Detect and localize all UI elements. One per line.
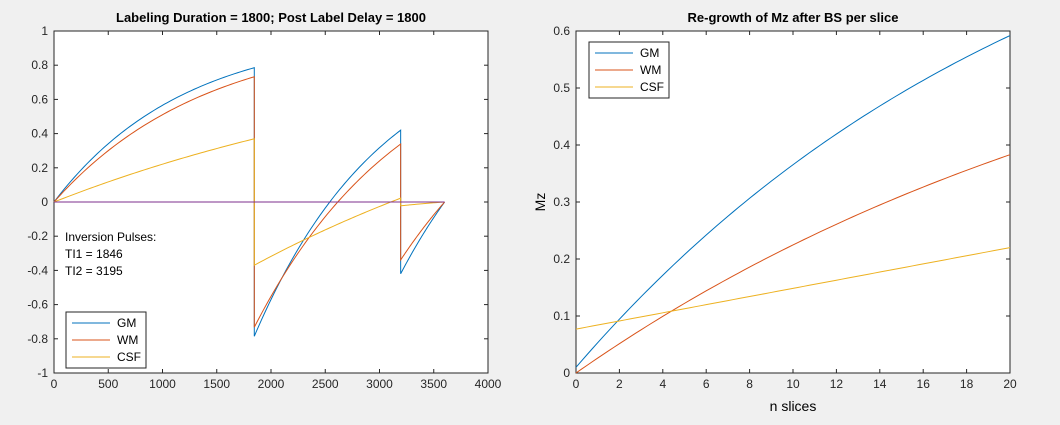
x-axis-label: n slices: [770, 398, 817, 414]
legend-label-gm: GM: [640, 46, 659, 60]
series-group: [53, 67, 446, 337]
x-tick-label: 12: [830, 377, 844, 391]
y-tick-label: -1: [37, 366, 48, 380]
y-tick-label: 1: [41, 24, 48, 38]
x-tick-label: 20: [1003, 377, 1017, 391]
x-tick-label: 16: [917, 377, 931, 391]
series-line-gm: [575, 35, 1011, 368]
x-tick-label: 1500: [203, 377, 230, 391]
x-tick-label: 2: [616, 377, 623, 391]
y-tick-label: 0.6: [31, 92, 48, 106]
chart-title: Labeling Duration = 1800; Post Label Del…: [116, 10, 426, 25]
legend-label-csf: CSF: [640, 80, 664, 94]
legend-label-csf: CSF: [117, 350, 141, 364]
x-tick-label: 4: [659, 377, 666, 391]
y-tick-label: -0.2: [27, 229, 48, 243]
x-tick-label: 4000: [475, 377, 502, 391]
x-tick-label: 500: [98, 377, 118, 391]
legend: GM WM CSF: [588, 41, 670, 99]
y-tick-label: -0.4: [27, 263, 48, 277]
chart-inversion-pulses: Labeling Duration = 1800; Post Label Del…: [27, 10, 501, 391]
y-tick-label: 0.1: [553, 309, 570, 323]
x-tick-label: 18: [960, 377, 974, 391]
tick-group: 0 500 1000 1500 2000 2500 3000 3500 4000 -1 -0.8 -0…: [27, 24, 501, 391]
x-tick-label: 0: [51, 377, 58, 391]
annotation: Inversion Pulses: TI1 = 1846 TI2 = 3195: [65, 230, 156, 278]
chart-mz-regrowth: Re-growth of Mz after BS per slice n sli…: [532, 10, 1017, 414]
y-tick-label: -0.8: [27, 332, 48, 346]
annotation-title: Inversion Pulses:: [65, 230, 156, 244]
y-tick-label: 0.4: [553, 138, 570, 152]
x-tick-label: 3000: [366, 377, 393, 391]
x-tick-label: 14: [873, 377, 887, 391]
legend-label-wm: WM: [117, 333, 138, 347]
x-tick-label: 10: [786, 377, 800, 391]
x-tick-label: 8: [746, 377, 753, 391]
x-tick-label: 2500: [312, 377, 339, 391]
x-tick-label: 2000: [258, 377, 285, 391]
y-tick-label: 0.6: [553, 24, 570, 38]
chart-title: Re-growth of Mz after BS per slice: [688, 10, 899, 25]
y-tick-label: 0.2: [553, 252, 570, 266]
series-group: [575, 35, 1011, 374]
y-axis-label: Mz: [532, 193, 548, 212]
y-tick-label: 0.5: [553, 81, 570, 95]
y-tick-label: 0.3: [553, 195, 570, 209]
series-line-wm: [575, 154, 1011, 374]
x-tick-label: 1000: [149, 377, 176, 391]
x-tick-label: 3500: [420, 377, 447, 391]
y-tick-label: 0.2: [31, 161, 48, 175]
y-tick-label: 0: [563, 366, 570, 380]
legend: GM WM CSF: [65, 311, 147, 369]
x-tick-label: 6: [703, 377, 710, 391]
annotation-ti2: TI2 = 3195: [65, 264, 123, 278]
series-line-gm: [53, 67, 446, 337]
y-tick-label: -0.6: [27, 298, 48, 312]
x-tick-label: 0: [573, 377, 580, 391]
y-tick-label: 0.8: [31, 58, 48, 72]
series-line-csf: [53, 138, 445, 267]
annotation-ti1: TI1 = 1846: [65, 247, 123, 261]
y-tick-label: 0.4: [31, 127, 48, 141]
series-line-wm: [53, 76, 445, 328]
legend-label-gm: GM: [117, 316, 136, 330]
series-line-csf: [575, 247, 1011, 330]
y-tick-label: 0: [41, 195, 48, 209]
tick-group: 0 2 4 6 8 10 12 14 16 18 20 0 0.1 0.2 0.3 0.4 0.5 0.6: [553, 24, 1017, 391]
legend-label-wm: WM: [640, 63, 661, 77]
